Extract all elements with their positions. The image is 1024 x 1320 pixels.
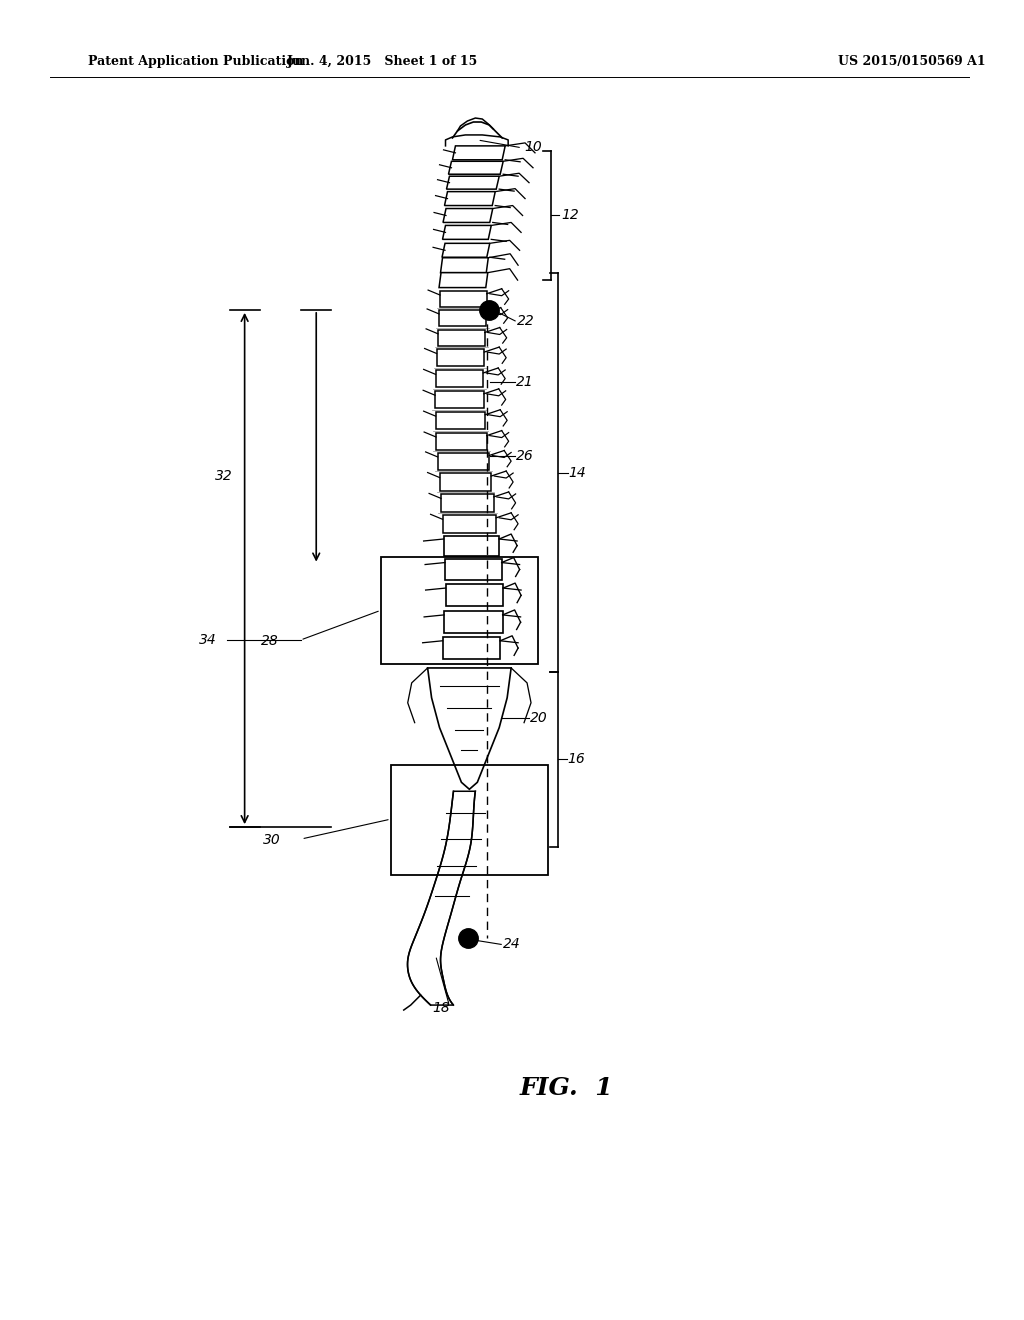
Polygon shape	[435, 391, 483, 408]
Polygon shape	[436, 433, 486, 450]
Polygon shape	[442, 226, 492, 239]
Polygon shape	[442, 243, 489, 257]
Text: 20: 20	[530, 710, 548, 725]
Polygon shape	[439, 310, 485, 326]
Polygon shape	[440, 292, 486, 308]
Polygon shape	[453, 147, 505, 160]
Text: 24: 24	[503, 937, 521, 952]
Text: 10: 10	[524, 140, 542, 154]
Text: 30: 30	[263, 833, 281, 847]
Polygon shape	[443, 209, 493, 223]
Bar	[391, 766, 548, 875]
Text: 21: 21	[516, 375, 534, 388]
Text: US 2015/0150569 A1: US 2015/0150569 A1	[839, 55, 986, 67]
Polygon shape	[443, 536, 500, 556]
Polygon shape	[442, 515, 497, 533]
Text: 12: 12	[561, 209, 579, 223]
Text: FIG.  1: FIG. 1	[520, 1076, 613, 1100]
Polygon shape	[442, 638, 500, 659]
Polygon shape	[444, 191, 496, 206]
Polygon shape	[408, 791, 475, 1005]
Polygon shape	[437, 453, 489, 470]
Text: Jun. 4, 2015   Sheet 1 of 15: Jun. 4, 2015 Sheet 1 of 15	[288, 55, 478, 67]
Text: 14: 14	[568, 466, 587, 480]
Text: 16: 16	[568, 752, 586, 767]
Polygon shape	[435, 412, 485, 429]
Polygon shape	[445, 585, 503, 606]
Bar	[381, 557, 538, 664]
Polygon shape	[445, 560, 502, 579]
Polygon shape	[446, 176, 500, 189]
Polygon shape	[441, 494, 494, 512]
Polygon shape	[449, 161, 503, 174]
Text: 34: 34	[199, 634, 217, 647]
Text: Patent Application Publication: Patent Application Publication	[87, 55, 303, 67]
Polygon shape	[444, 611, 503, 634]
Polygon shape	[440, 257, 488, 273]
Polygon shape	[428, 668, 511, 789]
Text: 18: 18	[432, 1001, 451, 1015]
Polygon shape	[435, 370, 483, 387]
Text: 32: 32	[215, 469, 232, 483]
Text: 28: 28	[261, 634, 279, 648]
Polygon shape	[438, 330, 484, 346]
Polygon shape	[436, 350, 484, 366]
Text: 26: 26	[516, 449, 534, 463]
Text: 22: 22	[517, 314, 535, 327]
Polygon shape	[439, 473, 492, 491]
Polygon shape	[439, 273, 487, 288]
